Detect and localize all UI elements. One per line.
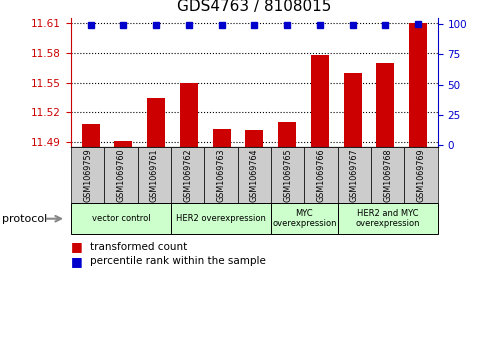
Text: HER2 and MYC
overexpression: HER2 and MYC overexpression <box>355 209 419 228</box>
Bar <box>375 63 393 147</box>
Bar <box>408 23 426 147</box>
Text: percentile rank within the sample: percentile rank within the sample <box>90 256 266 266</box>
Title: GDS4763 / 8108015: GDS4763 / 8108015 <box>177 0 331 14</box>
Text: GSM1069764: GSM1069764 <box>249 148 258 202</box>
Bar <box>278 122 295 147</box>
Bar <box>180 82 197 147</box>
Text: GSM1069762: GSM1069762 <box>183 148 192 202</box>
Text: vector control: vector control <box>91 214 150 223</box>
Text: ■: ■ <box>71 255 82 268</box>
Bar <box>114 141 132 147</box>
Text: GSM1069760: GSM1069760 <box>116 148 125 202</box>
Bar <box>310 55 328 147</box>
Bar <box>245 130 263 147</box>
Text: GSM1069768: GSM1069768 <box>383 148 391 202</box>
Text: MYC
overexpression: MYC overexpression <box>271 209 336 228</box>
Bar <box>212 129 230 147</box>
Bar <box>343 73 361 147</box>
Bar <box>147 98 165 147</box>
Text: transformed count: transformed count <box>90 242 187 252</box>
Text: GSM1069767: GSM1069767 <box>349 148 358 202</box>
Text: protocol: protocol <box>2 214 48 224</box>
Text: GSM1069766: GSM1069766 <box>316 148 325 202</box>
Text: GSM1069761: GSM1069761 <box>149 148 159 202</box>
Bar <box>81 124 100 147</box>
Text: GSM1069763: GSM1069763 <box>216 148 225 202</box>
Text: ■: ■ <box>71 240 82 253</box>
Text: GSM1069759: GSM1069759 <box>83 148 92 202</box>
Text: HER2 overexpression: HER2 overexpression <box>176 214 265 223</box>
Text: GSM1069769: GSM1069769 <box>416 148 425 202</box>
Text: GSM1069765: GSM1069765 <box>283 148 291 202</box>
